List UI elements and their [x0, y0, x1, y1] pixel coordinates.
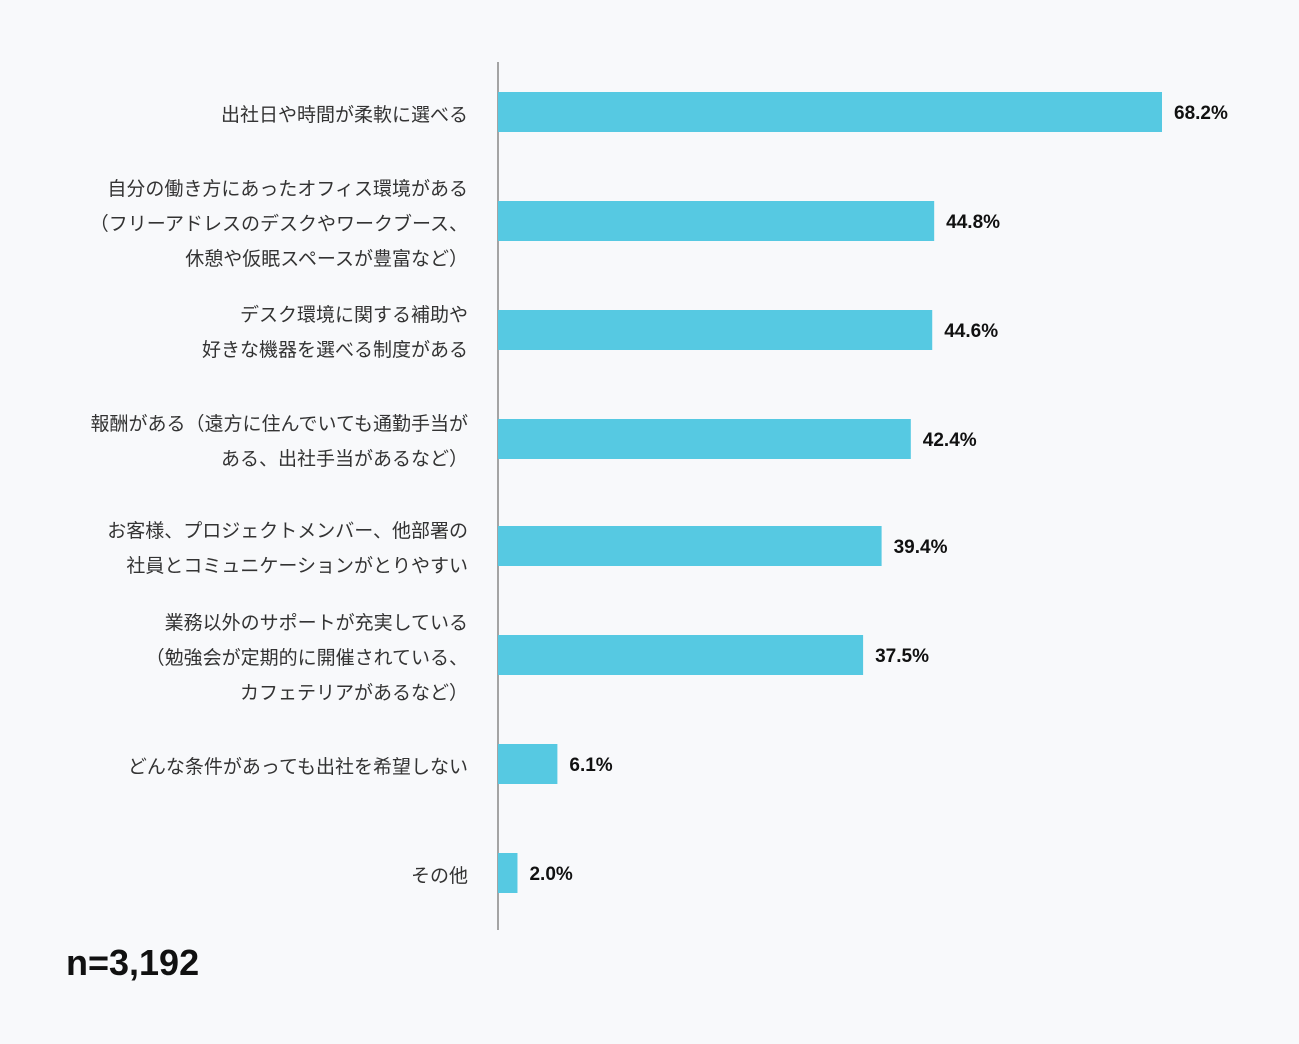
- bar-7: [498, 744, 558, 784]
- category-label-line: 報酬がある（遠方に住んでいても通勤手当が: [90, 413, 468, 435]
- category-label-line: 出社日や時間が柔軟に選べる: [220, 103, 468, 126]
- value-label-3: 44.6%: [944, 321, 998, 342]
- sample-size-note: n=3,192: [66, 942, 200, 983]
- category-label-line: （勉強会が定期的に開催されている、: [145, 646, 468, 669]
- category-label-5: お客様、プロジェクトメンバー、他部署の社員とコミュニケーションがとりやすい: [8, 514, 468, 584]
- bar-8: [498, 853, 518, 893]
- category-label-line: ある、出社手当があるなど）: [220, 448, 468, 470]
- category-label-3: デスク環境に関する補助や好きな機器を選べる制度がある: [8, 298, 468, 368]
- category-label-7: どんな条件があっても出社を希望しない: [8, 750, 468, 785]
- category-label-line: 好きな機器を選べる制度がある: [201, 339, 468, 361]
- bar-5: [498, 526, 882, 566]
- bar-6: [498, 635, 864, 675]
- category-label-line: 社員とコミュニケーションがとりやすい: [126, 555, 468, 577]
- category-label-4: 報酬がある（遠方に住んでいても通勤手当がある、出社手当があるなど）: [8, 407, 468, 477]
- value-label-2: 44.8%: [946, 212, 1000, 233]
- category-label-2: 自分の働き方にあったオフィス環境がある （フリーアドレスのデスクやワークブース、休…: [8, 172, 468, 277]
- category-label-8: その他: [8, 859, 468, 894]
- category-label-1: 出社日や時間が柔軟に選べる: [8, 98, 468, 133]
- category-label-6: 業務以外のサポートが充実している （勉強会が定期的に開催されている、カフェテリアが…: [8, 606, 468, 711]
- category-label-line: デスク環境に関する補助や: [239, 304, 468, 326]
- category-label-line: 休憩や仮眠スペースが豊富など）: [185, 247, 468, 270]
- category-label-line: 業務以外のサポートが充実している: [164, 611, 468, 634]
- category-label-line: （フリーアドレスのデスクやワークブース、: [89, 212, 468, 235]
- category-label-line: お客様、プロジェクトメンバー、他部署の: [107, 520, 468, 542]
- category-label-line: どんな条件があっても出社を希望しない: [127, 755, 468, 778]
- category-label-line: 自分の働き方にあったオフィス環境がある: [107, 177, 468, 200]
- bar-3: [498, 310, 933, 350]
- bar-2: [498, 201, 935, 241]
- value-label-6: 37.5%: [875, 646, 929, 667]
- value-label-7: 6.1%: [569, 755, 612, 776]
- category-label-line: カフェテリアがあるなど）: [239, 681, 468, 704]
- value-label-8: 2.0%: [529, 864, 572, 885]
- value-label-1: 68.2%: [1174, 103, 1228, 124]
- value-label-4: 42.4%: [923, 430, 977, 451]
- value-label-5: 39.4%: [894, 537, 948, 558]
- bar-1: [498, 92, 1162, 132]
- bar-4: [498, 419, 911, 459]
- category-label-line: その他: [410, 864, 468, 887]
